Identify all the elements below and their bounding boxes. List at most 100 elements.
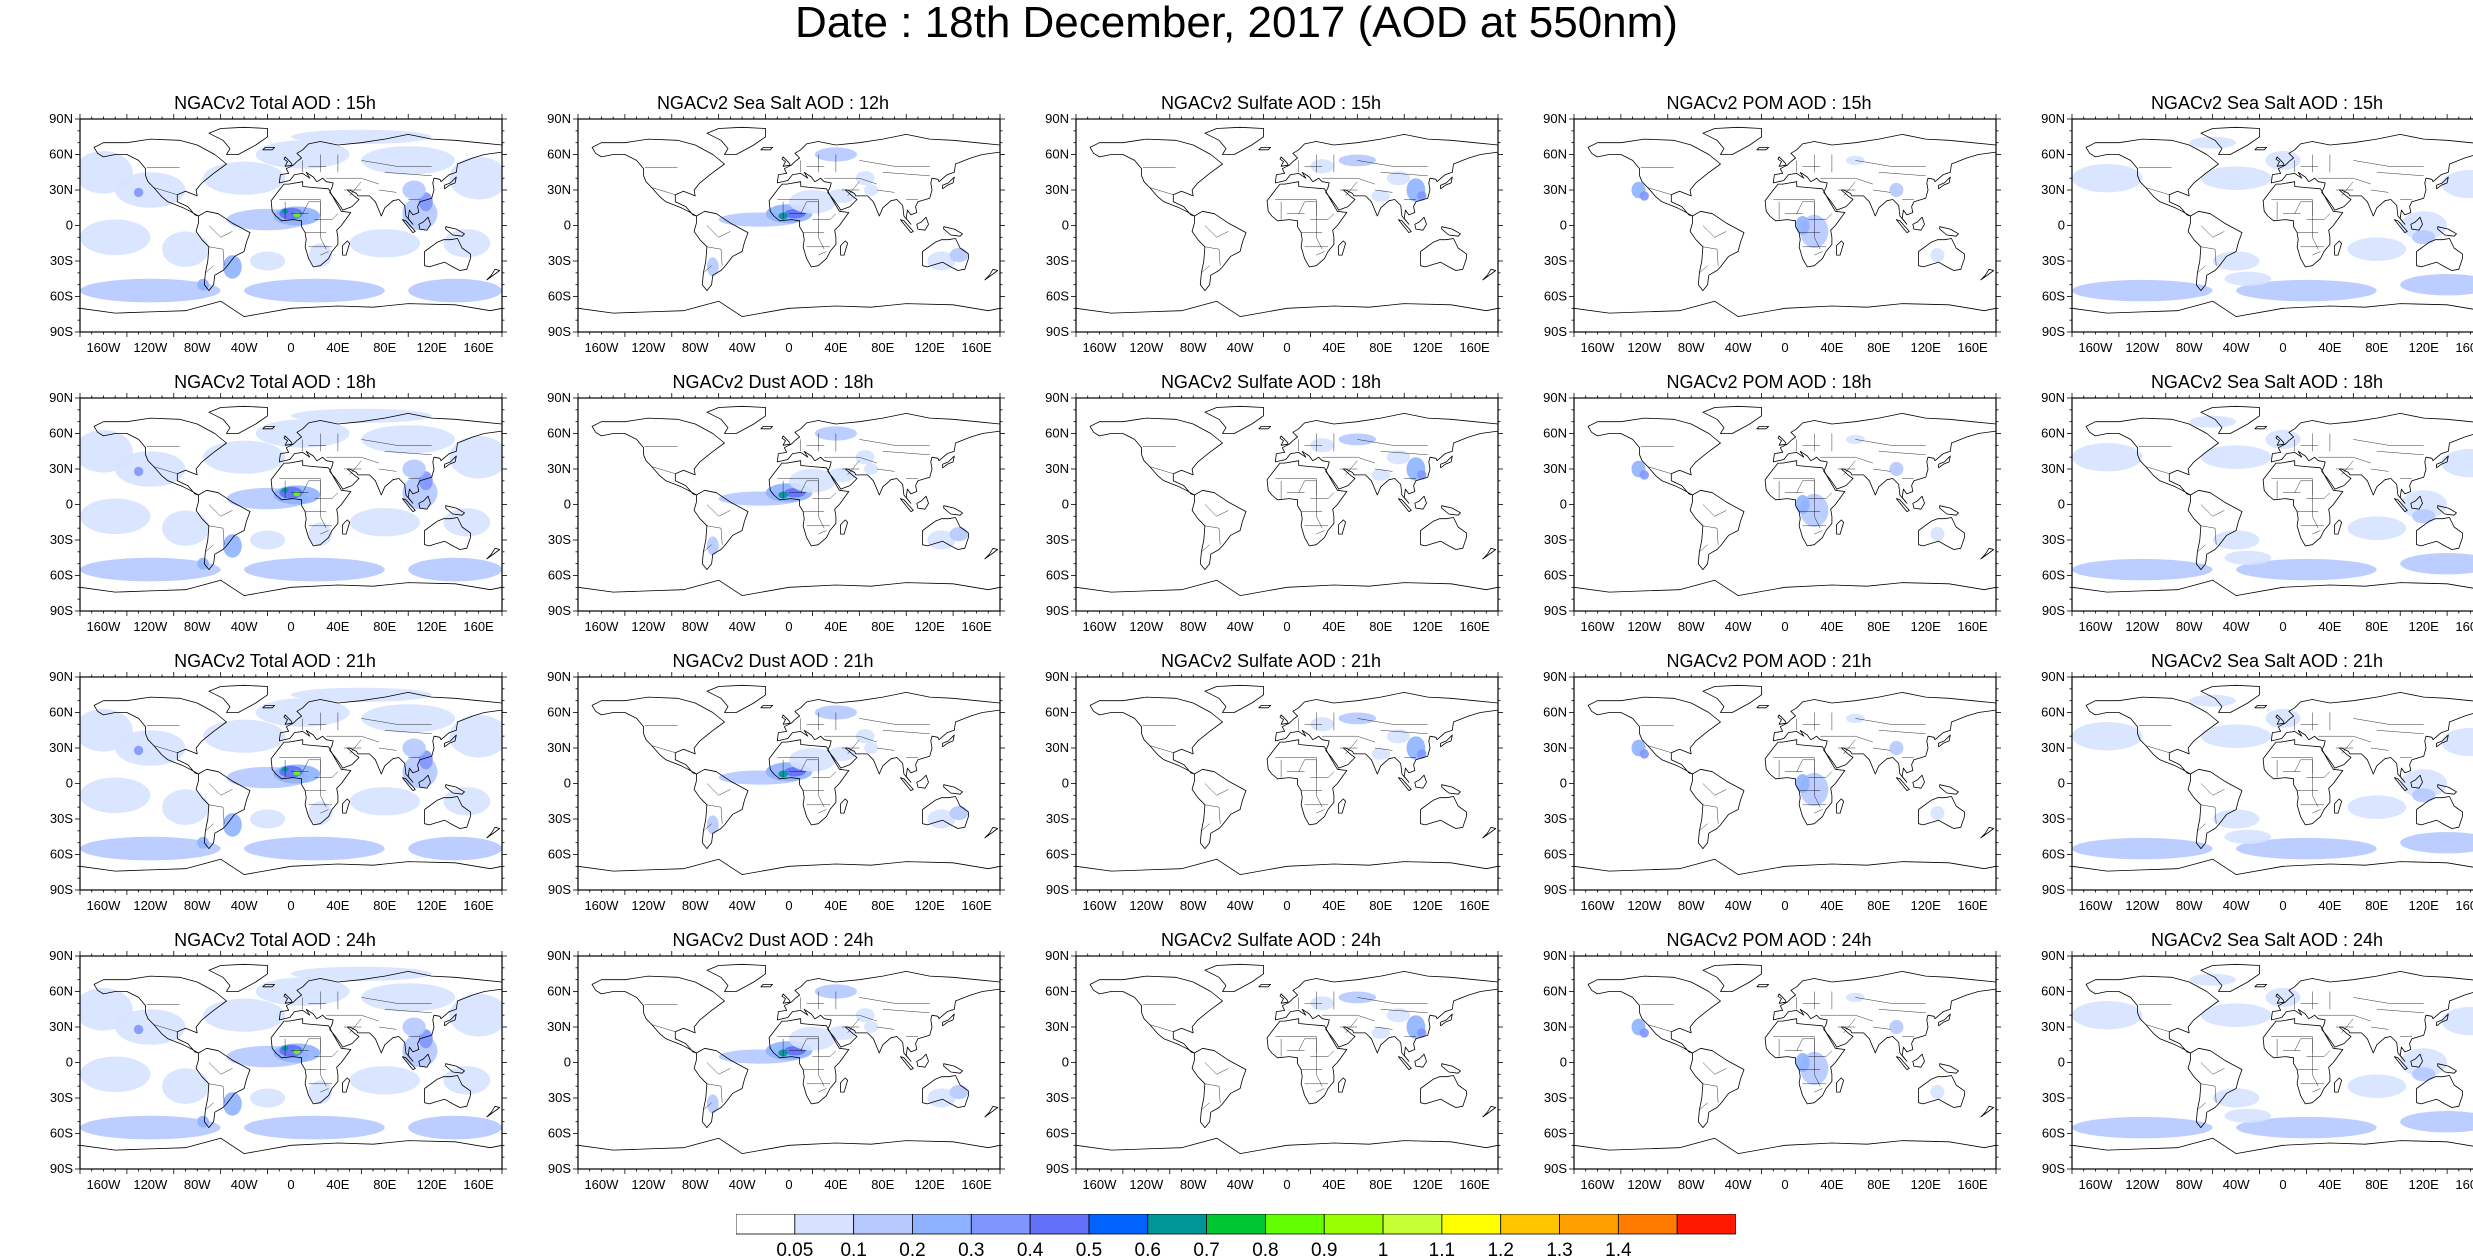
- border-line: [1149, 1024, 1174, 1032]
- border-line: [1878, 730, 1926, 734]
- lat-tick-label: 0: [66, 218, 73, 233]
- border-line: [703, 544, 712, 552]
- coastline-iceland: [1258, 705, 1272, 709]
- coastline-northamerica: [591, 696, 725, 775]
- aod-field: [706, 426, 969, 556]
- aod-shade: [2441, 448, 2473, 478]
- border-line: [320, 1088, 329, 1093]
- coastline-southamerica: [195, 768, 251, 850]
- lon-tick-label: 40W: [231, 1177, 258, 1192]
- aod-shade: [250, 251, 286, 271]
- aod-field: [1631, 155, 1945, 263]
- border-line: [1855, 178, 1873, 185]
- lon-tick-label: 0: [785, 898, 792, 913]
- coastline-borneo: [916, 1053, 929, 1068]
- aod-shade: [949, 1085, 969, 1100]
- lon-tick-label: 160E: [961, 898, 992, 913]
- aod-shade: [1386, 1008, 1411, 1023]
- border-line: [314, 492, 339, 499]
- lon-tick-label: 40E: [2318, 340, 2341, 355]
- coastline-uk: [283, 993, 293, 1004]
- country-borders: [146, 433, 432, 552]
- lat-tick-label: 0: [564, 497, 571, 512]
- colorbar-swatch: [1088, 1214, 1149, 1235]
- border-line: [384, 730, 432, 734]
- lon-tick-label: 120W: [1129, 619, 1164, 634]
- coastline-newguinea: [1939, 505, 1959, 516]
- world-map: 90N 60N 30N 0 30S 60S 90S 160W 120W 80W 40W 0 40E 80E…: [547, 111, 1005, 355]
- aod-shade: [2236, 1116, 2377, 1139]
- colorbar-label: 1.2: [1487, 1240, 1513, 1260]
- country-borders: [2138, 154, 2424, 273]
- border-line: [2306, 213, 2331, 220]
- aod-field: [706, 147, 969, 277]
- lat-tick-label: 90S: [50, 1161, 73, 1176]
- colorbar-swatch: [1147, 1214, 1207, 1235]
- lon-tick-label: 80E: [1867, 898, 1890, 913]
- coastline-japan: [444, 176, 457, 190]
- coastlines: [1574, 405, 1996, 597]
- coastline-northamerica: [1587, 138, 1721, 217]
- panel-title: NGACv2 POM AOD : 18h: [1666, 372, 1872, 392]
- coastline-northamerica: [2085, 138, 2219, 217]
- border-line: [1316, 757, 1323, 808]
- coastline-antarctica: [1076, 579, 1498, 597]
- coastline-borneo: [1414, 495, 1427, 510]
- coastline-borneo: [916, 495, 929, 510]
- border-line: [1872, 468, 1891, 472]
- coastline-australia: [1420, 796, 1467, 829]
- aod-shade: [80, 498, 151, 535]
- coastline-greenland: [1702, 684, 1763, 713]
- aod-shade: [1639, 1028, 1649, 1038]
- aod-shade: [223, 1092, 242, 1116]
- coastline-uk: [1279, 714, 1289, 725]
- coastline-antarctica: [80, 1137, 502, 1155]
- coastline-sumatra: [1895, 219, 1910, 234]
- aod-shade: [133, 1024, 144, 1035]
- lat-tick-label: 30N: [2041, 461, 2065, 476]
- lat-tick-label: 0: [2058, 1055, 2065, 1070]
- border-line: [1204, 246, 1221, 266]
- coastline-australia: [1420, 517, 1467, 550]
- coastline-uk: [1279, 993, 1289, 1004]
- border-line: [1149, 745, 1174, 753]
- country-borders: [1640, 154, 1926, 273]
- colorbar: 0.05 0.1 0.2 0.3 0.4 0.5 0.6 0.7 0.8 0.9 1 1.1 1.2 1.…: [736, 1214, 1736, 1260]
- lon-tick-label: 120E: [914, 1177, 945, 1192]
- border-line: [812, 492, 837, 499]
- lat-tick-label: 60S: [50, 847, 73, 862]
- coastline-sumatra: [899, 498, 914, 513]
- lat-tick-label: 30N: [547, 1019, 571, 1034]
- border-line: [2306, 1050, 2331, 1057]
- lon-tick-label: 80W: [1180, 1177, 1207, 1192]
- lon-tick-label: 80E: [373, 619, 396, 634]
- lat-tick-label: 30N: [49, 461, 73, 476]
- country-borders: [644, 991, 930, 1110]
- border-line: [1814, 530, 1823, 535]
- coastline-newguinea: [2437, 226, 2457, 237]
- border-line: [847, 460, 860, 476]
- lon-tick-label: 80E: [373, 340, 396, 355]
- aod-shade: [349, 787, 420, 816]
- aod-shade: [1371, 748, 1391, 760]
- lat-tick-label: 90S: [1046, 603, 1069, 618]
- lat-tick-label: 90S: [2042, 882, 2065, 897]
- lon-tick-label: 120E: [1910, 898, 1941, 913]
- world-map: 90N 60N 30N 0 30S 60S 90S 160W 120W 80W 40W 0 40E 80E…: [547, 948, 1005, 1192]
- lat-tick-label: 0: [1560, 776, 1567, 791]
- lat-tick-label: 90S: [548, 324, 571, 339]
- aod-shade: [706, 257, 719, 277]
- lat-tick-label: 60S: [2042, 289, 2065, 304]
- aod-shade: [1417, 191, 1427, 201]
- lat-tick-label: 60S: [50, 289, 73, 304]
- lon-tick-label: 120W: [133, 1177, 168, 1192]
- border-line: [859, 439, 895, 446]
- coastline-newguinea: [1939, 784, 1959, 795]
- coastline-greenland: [1204, 405, 1265, 434]
- lon-tick-label: 160W: [1580, 898, 1615, 913]
- border-line: [706, 1083, 723, 1103]
- aod-shade: [255, 698, 350, 727]
- aod-shade: [1889, 182, 1904, 198]
- coastline-greenland: [2200, 963, 2261, 992]
- border-line: [384, 1009, 432, 1013]
